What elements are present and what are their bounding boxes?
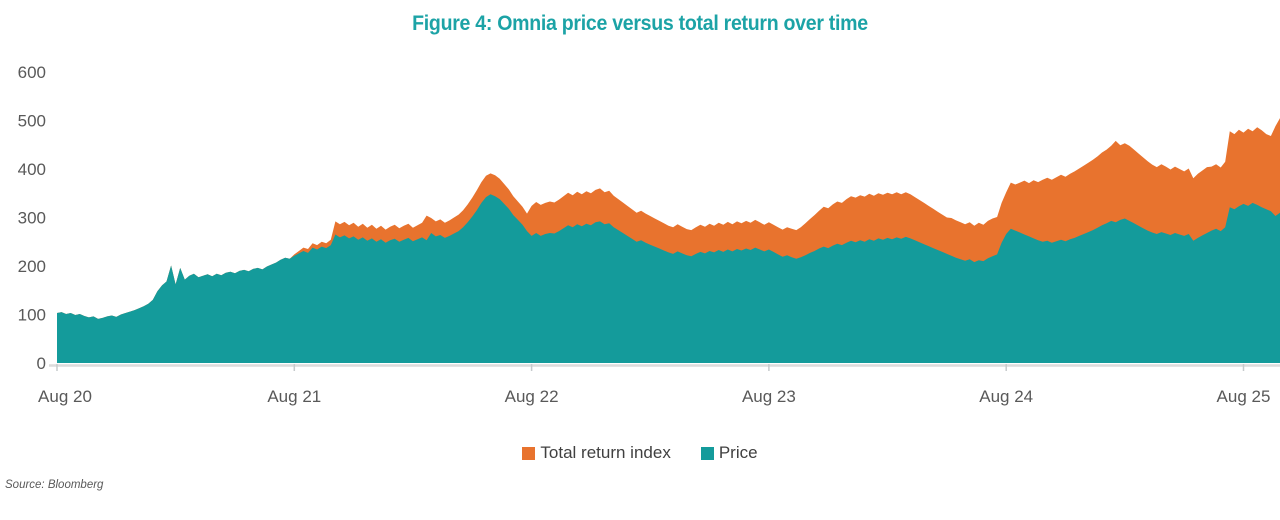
y-tick-label: 200 [18, 257, 46, 276]
legend-label-total-return: Total return index [540, 443, 671, 462]
chart-legend: Total return index Price [0, 440, 1280, 466]
y-tick-label: 500 [18, 112, 46, 131]
legend-label-price: Price [718, 443, 758, 462]
x-tick-label: Aug 25 [1217, 387, 1271, 406]
y-tick-label: 100 [18, 306, 46, 325]
price-area [57, 194, 1280, 363]
y-tick-label: 300 [18, 209, 46, 228]
y-tick-label: 0 [37, 354, 46, 373]
source-note: Source: Bloomberg [5, 479, 104, 491]
chart-title: Figure 4: Omnia price versus total retur… [412, 12, 868, 35]
x-tick-label: Aug 20 [38, 387, 92, 406]
x-tick-label: Aug 23 [742, 387, 796, 406]
x-tick-label: Aug 22 [505, 387, 559, 406]
y-tick-label: 400 [18, 160, 46, 179]
x-tick-label: Aug 21 [267, 387, 321, 406]
x-tick-label: Aug 24 [979, 387, 1033, 406]
y-tick-label: 600 [18, 63, 46, 82]
legend-item-total-return: Total return index [522, 443, 671, 463]
total-return-swatch-icon [522, 446, 536, 460]
legend-item-price: Price [700, 443, 758, 463]
price-swatch-icon [700, 446, 714, 460]
